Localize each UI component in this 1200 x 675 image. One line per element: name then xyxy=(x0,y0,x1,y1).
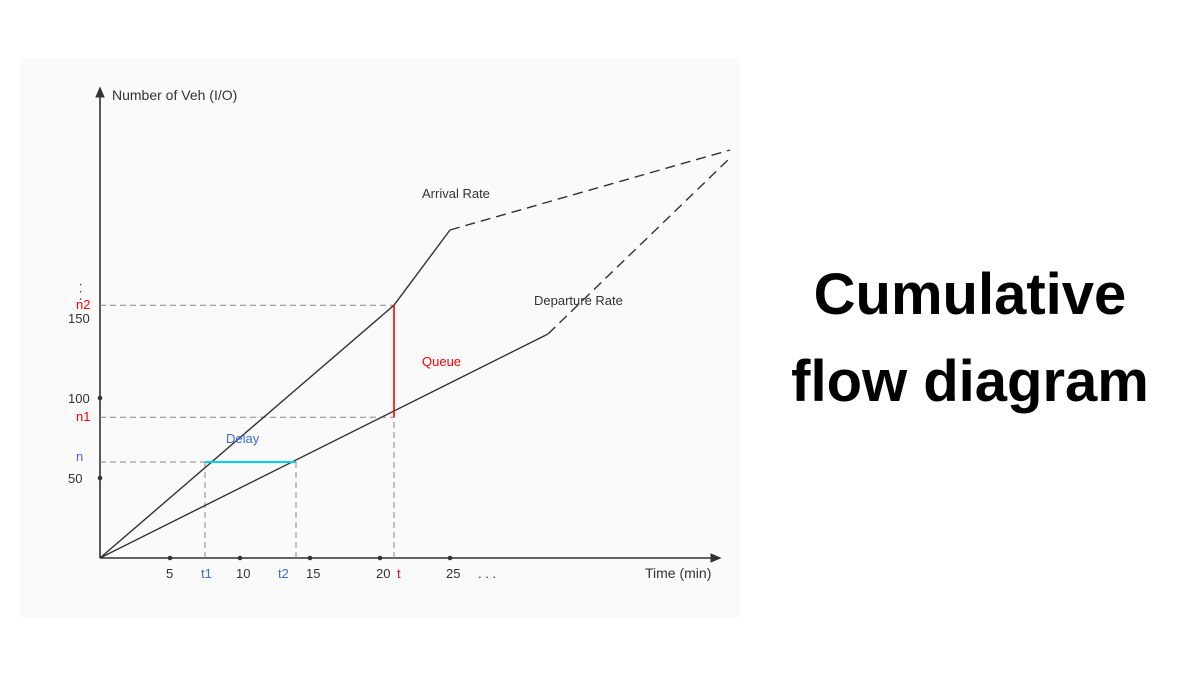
page-title: Cumulative flow diagram xyxy=(770,251,1170,425)
departure-line xyxy=(100,334,548,558)
x-tick-label: 5 xyxy=(166,566,173,581)
x-tick-marker xyxy=(378,555,383,560)
title-block: Cumulative flow diagram xyxy=(740,251,1200,425)
x-tick-label: 20 xyxy=(376,566,390,581)
x-tick-label: 10 xyxy=(236,566,250,581)
x-tick-label: 25 xyxy=(446,566,460,581)
arrival-line xyxy=(450,150,730,230)
queue-label: Queue xyxy=(422,354,461,369)
y-tick-marker xyxy=(98,475,103,480)
chart-container: Number of Veh (I/O) Time (min) 5 10 15 20 25 . … xyxy=(20,58,740,618)
annotation-t2: t2 xyxy=(278,566,289,581)
x-tick-label: 15 xyxy=(306,566,320,581)
annotation-n: n xyxy=(76,449,83,464)
x-tick-marker xyxy=(308,555,313,560)
arrival-line xyxy=(394,230,450,305)
annotation-t: t xyxy=(397,566,401,581)
x-tick-marker xyxy=(448,555,453,560)
y-tick-label: 150 xyxy=(68,311,90,326)
x-tick-extra: . . . xyxy=(478,566,496,581)
annotation-n2: n2 xyxy=(76,297,90,312)
x-tick-marker xyxy=(168,555,173,560)
annotation-n1: n1 xyxy=(76,409,90,424)
x-axis-label: Time (min) xyxy=(645,565,711,581)
annotation-t1: t1 xyxy=(201,566,212,581)
x-tick-marker xyxy=(238,555,243,560)
y-axis-label: Number of Veh (I/O) xyxy=(112,87,237,103)
y-tick-label: 50 xyxy=(68,471,82,486)
departure-label: Departure Rate xyxy=(534,293,623,308)
cumulative-flow-chart: Number of Veh (I/O) Time (min) 5 10 15 20 25 . … xyxy=(20,58,740,618)
delay-label: Delay xyxy=(226,430,260,445)
y-tick-marker xyxy=(98,395,103,400)
arrival-label: Arrival Rate xyxy=(422,186,490,201)
y-tick-label: 100 xyxy=(68,391,90,406)
